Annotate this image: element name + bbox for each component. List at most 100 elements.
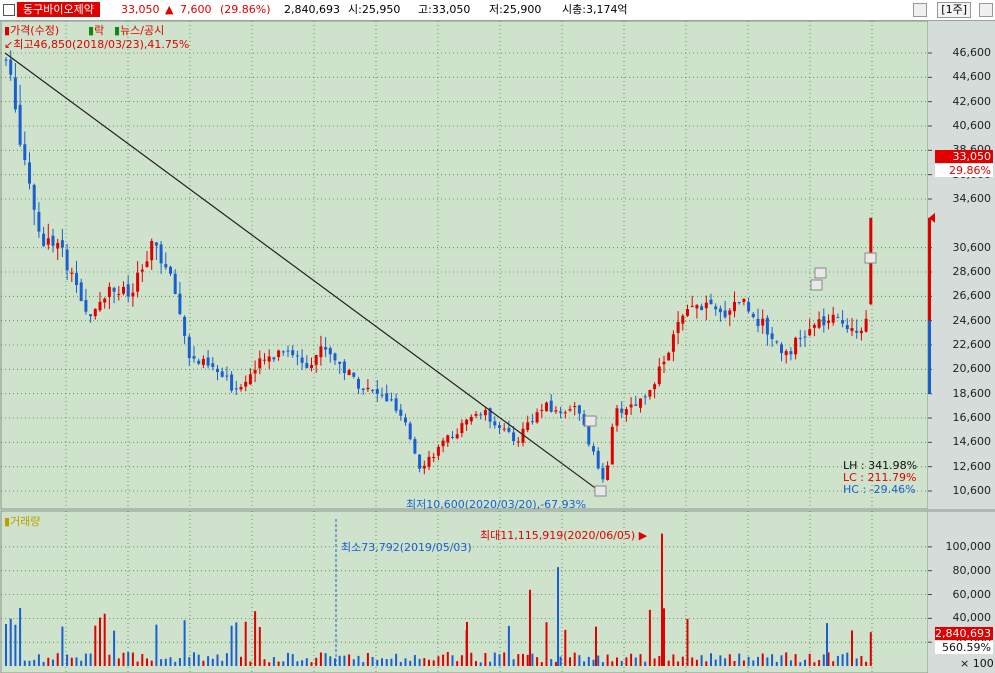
candle-body: [107, 286, 111, 298]
news-tag[interactable]: [864, 252, 877, 264]
volume-bar: [808, 653, 811, 666]
volume-axis-label: 80,000: [952, 563, 992, 577]
candle-body: [700, 306, 704, 311]
close-button[interactable]: [979, 3, 993, 17]
volume-bar: [94, 625, 97, 666]
candle-body: [404, 417, 407, 423]
volume-bar: [475, 661, 477, 666]
volume-bar: [691, 657, 694, 666]
candle-body: [483, 410, 487, 416]
candle-body: [836, 317, 840, 319]
volume-bar: [437, 656, 440, 666]
price-change: 7,600: [180, 3, 212, 16]
candle-body: [328, 348, 332, 355]
current-pct-tag: 29.86%: [935, 164, 993, 177]
select-checkbox[interactable]: [3, 4, 15, 16]
volume-bar: [42, 661, 45, 666]
volume-bar: [183, 620, 186, 666]
volume-bar: [221, 660, 224, 666]
volume-bar: [451, 655, 454, 666]
candle-body: [639, 398, 642, 408]
news-tag[interactable]: [810, 279, 823, 291]
candle-body: [530, 421, 534, 423]
candle-body: [808, 329, 812, 336]
candle-body: [855, 330, 859, 333]
volume-bar: [832, 661, 835, 666]
chart-canvas[interactable]: [0, 21, 995, 673]
volume-bar: [197, 654, 200, 666]
candle-body: [559, 411, 563, 413]
volume-bar: [489, 661, 492, 666]
candle-body: [624, 409, 628, 415]
volume-bar: [601, 662, 604, 666]
trend-line[interactable]: [4, 52, 597, 490]
max-price-annotation: ↙최고46,850(2018/03/23),41.75%: [4, 38, 190, 51]
volume-bar: [724, 658, 727, 666]
candle-body: [84, 299, 88, 312]
volume-bar: [587, 656, 590, 666]
volume-bar: [113, 630, 116, 666]
price-axis-label: 20,600: [952, 362, 992, 376]
volume-bar: [479, 662, 482, 666]
candle-body: [183, 316, 187, 336]
candle-body: [126, 284, 130, 297]
volume-bar: [409, 660, 412, 666]
news-tag[interactable]: [814, 267, 827, 279]
candle-body: [117, 293, 121, 295]
price-axis-label: 28,600: [952, 265, 992, 278]
volume-bar: [620, 660, 623, 666]
settings-button[interactable]: [913, 3, 927, 17]
open-price: 시:25,950: [348, 3, 401, 16]
current-volume-pct-tag: 560.59%: [935, 641, 993, 654]
volume-bar: [827, 652, 830, 666]
volume-bar: [362, 662, 365, 666]
volume-bar: [526, 654, 529, 666]
volume-bar: [503, 652, 506, 666]
candle-body: [281, 351, 285, 353]
volume-bar: [28, 660, 31, 666]
volume-bar: [348, 654, 351, 666]
candle-body: [761, 318, 765, 326]
candle-body: [723, 310, 727, 318]
candle-body: [65, 249, 69, 271]
volume-bar: [272, 657, 275, 666]
candle-body: [333, 353, 337, 361]
candle-body: [643, 396, 647, 398]
volume-bar: [446, 651, 449, 666]
candle-body: [192, 356, 196, 359]
news-tag[interactable]: [584, 415, 597, 427]
period-selector[interactable]: [1주]: [937, 2, 971, 18]
candle-body: [545, 402, 548, 412]
volume-bar: [583, 661, 586, 666]
volume-bar: [597, 655, 600, 666]
volume-bar: [413, 655, 416, 666]
min-price-annotation: 최저10,600(2020/03/20),-67.93%: [406, 498, 587, 511]
volume-bar: [540, 662, 543, 666]
volume-bar: [738, 653, 741, 666]
stock-name[interactable]: 동구바이오제약: [17, 2, 100, 17]
volume-bar: [254, 611, 257, 666]
candle-body: [629, 404, 633, 408]
candle-body: [535, 412, 539, 423]
candle-body: [479, 414, 483, 416]
volume-bar: [686, 618, 689, 666]
news-tag[interactable]: [594, 485, 607, 497]
candle-body: [399, 409, 403, 416]
title-bar: 동구바이오제약 33,050 ▲ 7,600 (29.86%) 2,840,69…: [0, 0, 995, 21]
volume-panel[interactable]: [0, 510, 929, 673]
volume-bar: [512, 659, 515, 666]
volume-bar: [89, 653, 92, 666]
volume-bar: [56, 653, 59, 666]
candle-body: [244, 381, 248, 387]
price-panel[interactable]: [0, 21, 929, 510]
candle-body: [770, 333, 774, 340]
volume-bar: [747, 656, 750, 666]
volume-bar-spike: [466, 621, 468, 666]
candle-body: [601, 468, 605, 480]
candle-body: [28, 162, 31, 184]
candle-body: [709, 299, 713, 305]
volume-bar: [667, 660, 670, 666]
volume-bar: [775, 661, 778, 666]
volume-bar: [390, 658, 393, 666]
stat-hc: HC : -29.46%: [843, 483, 916, 496]
